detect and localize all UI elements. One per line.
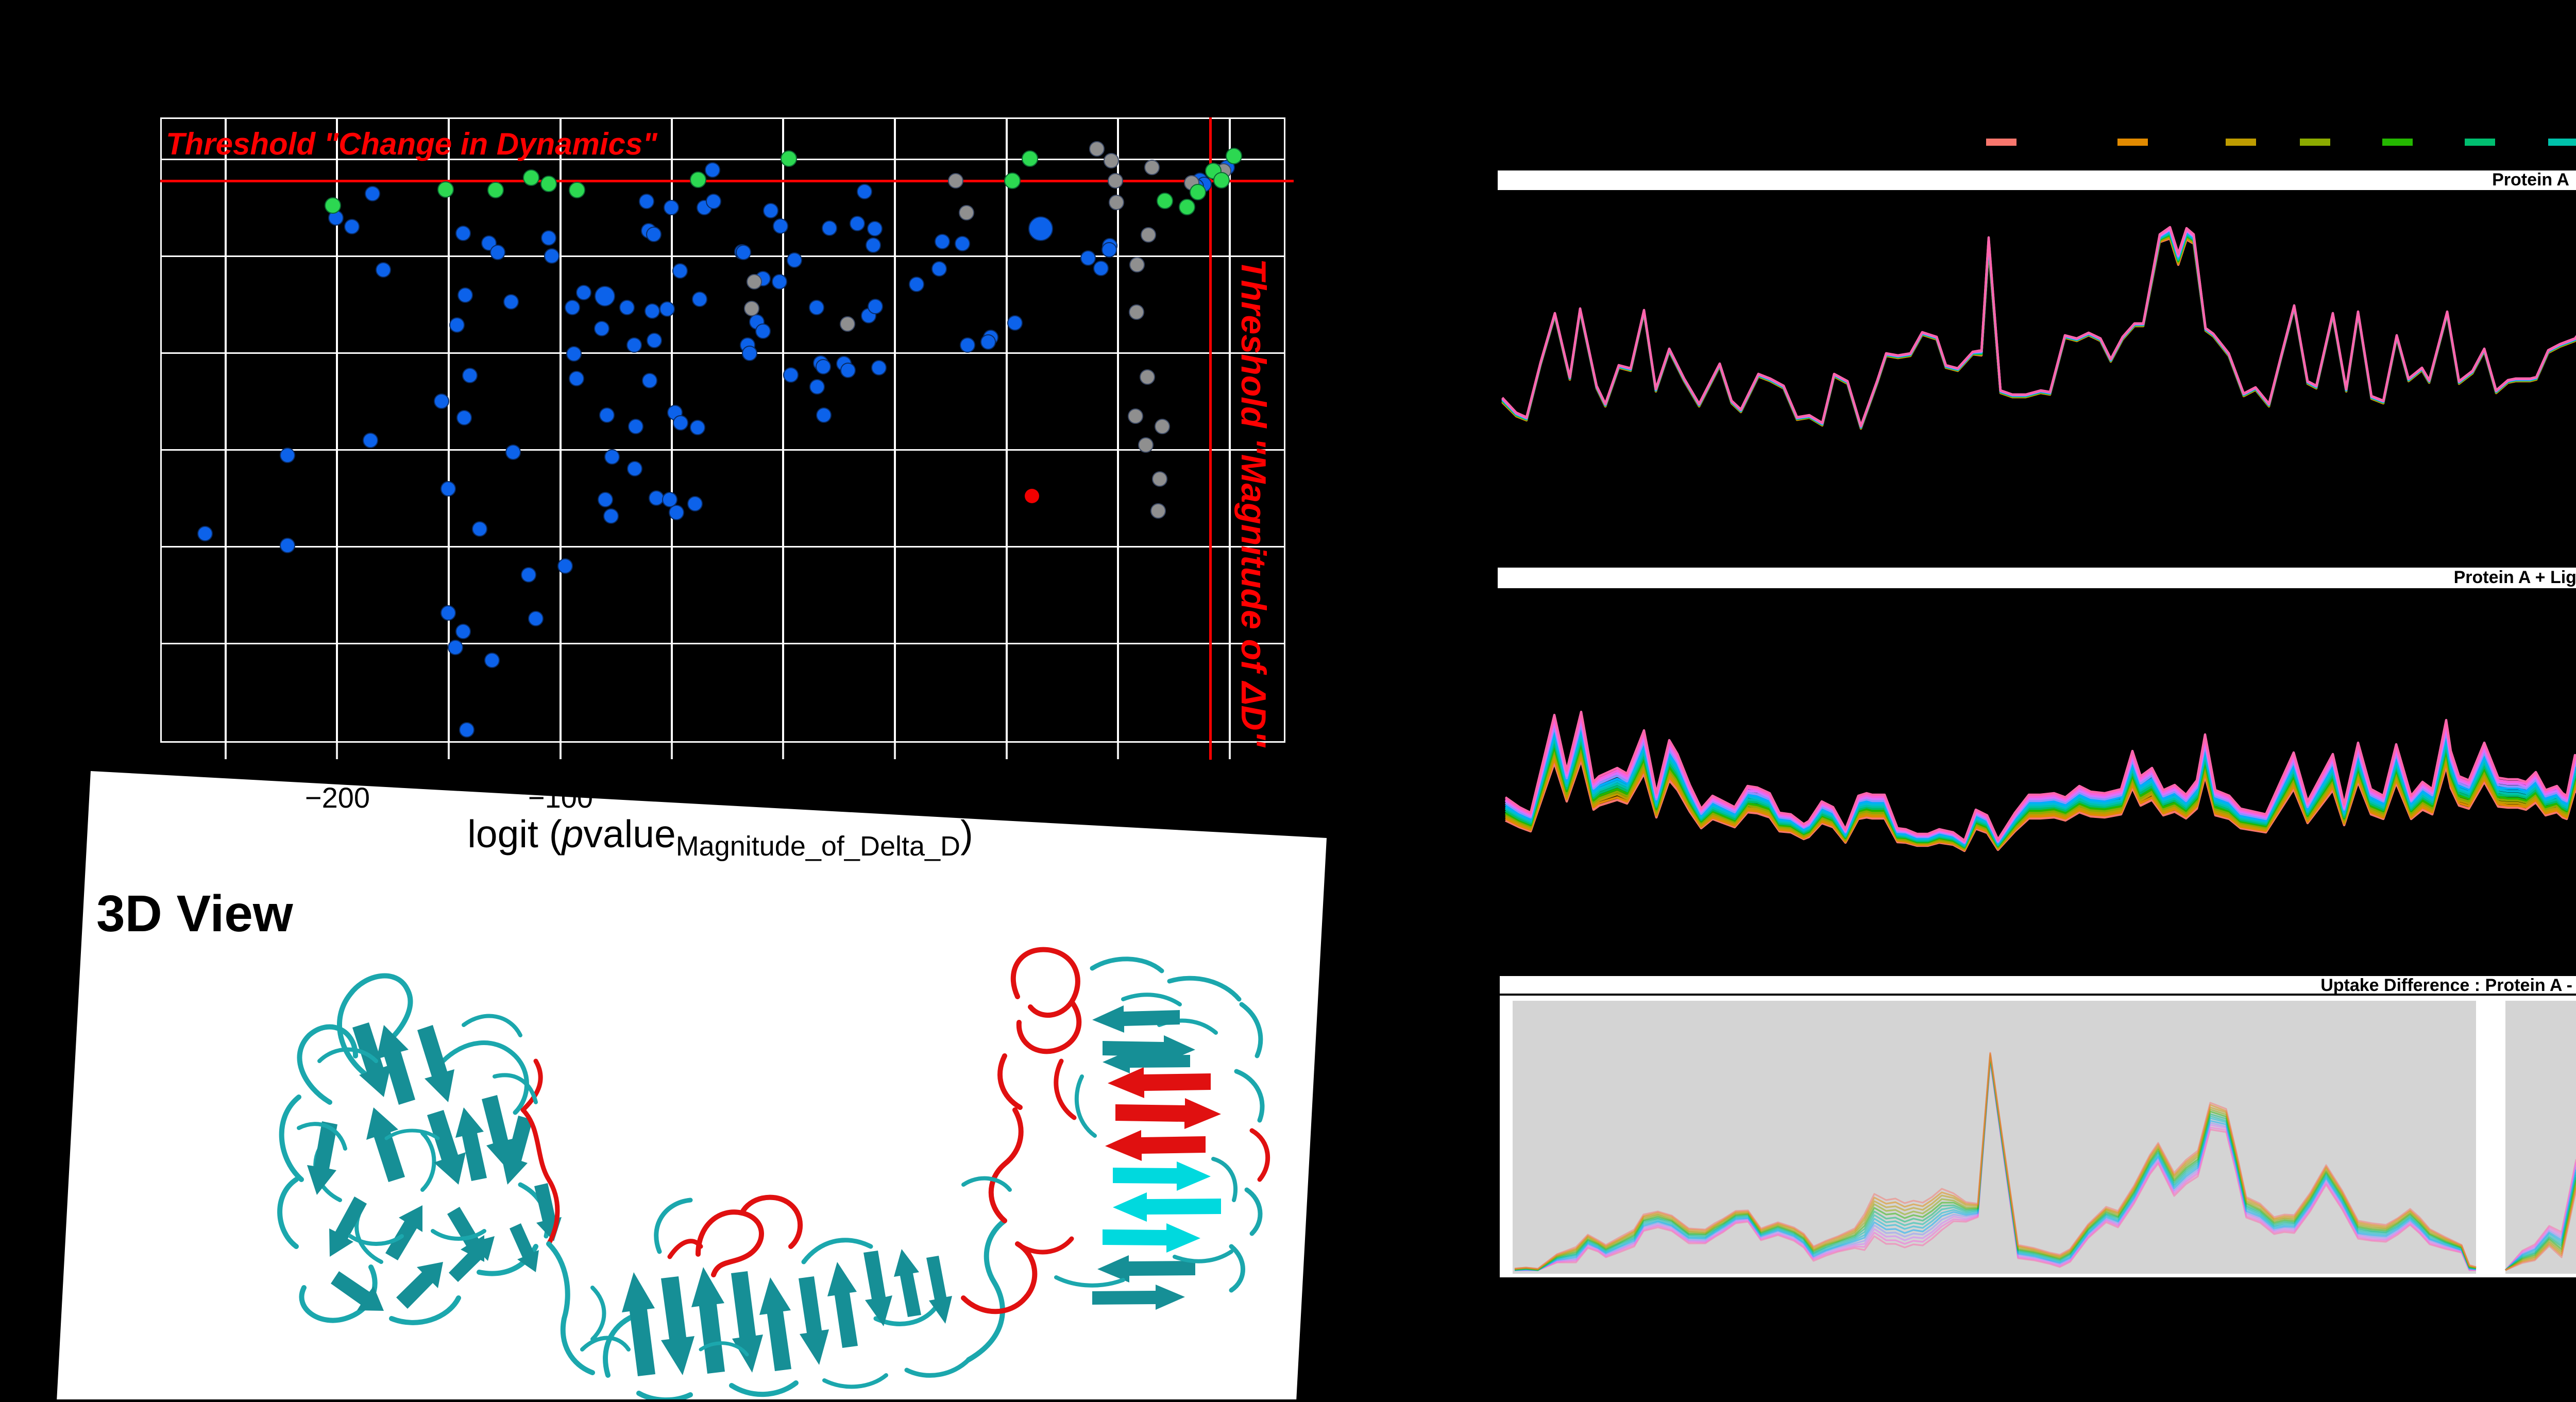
- svg-text:Threshold "Change in Dynamics": Threshold "Change in Dynamics": [166, 127, 658, 161]
- svg-text:−200: −200: [305, 781, 370, 814]
- svg-text:Protein A: Protein A: [2492, 170, 2569, 190]
- svg-text:Uptake Difference : Protein A: Uptake Difference : Protein A - (Protein…: [2320, 976, 2576, 995]
- svg-text:100: 100: [982, 781, 1030, 814]
- svg-text:Protein A + Ligand: Protein A + Ligand: [2454, 568, 2576, 587]
- svg-text:Threshold "Magnitude of ΔD": Threshold "Magnitude of ΔD": [1234, 259, 1273, 748]
- svg-text:−100: −100: [528, 781, 593, 814]
- svg-text:3D View: 3D View: [96, 885, 293, 943]
- svg-text:0: 0: [775, 781, 791, 814]
